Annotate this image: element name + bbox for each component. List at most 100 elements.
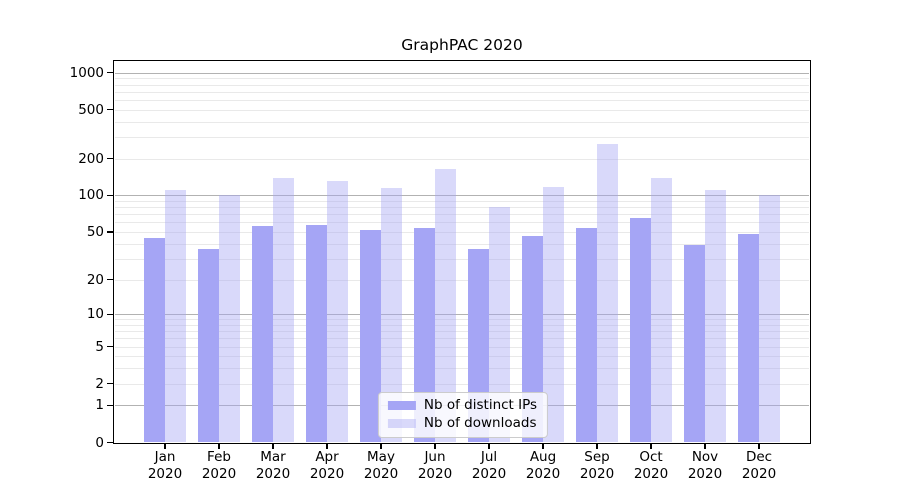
y-tick-mark (107, 71, 113, 74)
minor-gridline (114, 383, 810, 385)
y-tick-label: 500 (78, 101, 104, 118)
minor-gridline (114, 78, 810, 80)
minor-gridline (114, 109, 810, 111)
minor-gridline (114, 99, 810, 101)
y-tick-mark (107, 194, 113, 197)
bar-distinct-ips (738, 234, 759, 443)
minor-gridline (114, 279, 810, 281)
minor-gridline (114, 338, 810, 340)
x-tick-mark (218, 444, 220, 449)
y-tick-mark (107, 157, 113, 160)
bar-downloads (705, 189, 726, 443)
legend-entry-downloads: Nb of downloads (387, 415, 537, 431)
legend-label: Nb of downloads (423, 415, 537, 431)
x-tick-mark (596, 444, 598, 449)
x-tick-label: Jun 2020 (417, 449, 453, 482)
chart-title: GraphPAC 2020 (401, 36, 523, 54)
x-tick-label: Jan 2020 (147, 449, 183, 482)
bar-distinct-ips (306, 225, 327, 443)
y-tick-label: 200 (78, 150, 104, 167)
x-tick-label: Nov 2020 (687, 449, 723, 482)
minor-gridline (114, 331, 810, 333)
major-gridline (114, 314, 810, 316)
x-tick-mark (326, 444, 328, 449)
bar-downloads (273, 177, 294, 443)
bar-downloads (543, 187, 564, 443)
minor-gridline (114, 91, 810, 93)
x-tick-label: Aug 2020 (525, 449, 561, 482)
minor-gridline (114, 258, 810, 260)
y-tick-label: 1000 (69, 64, 104, 81)
x-tick-label: Mar 2020 (255, 449, 291, 482)
bar-downloads (489, 207, 510, 443)
x-tick-mark (164, 444, 166, 449)
minor-gridline (114, 232, 810, 233)
minor-gridline (114, 121, 810, 123)
bar-downloads (651, 177, 672, 443)
bar-distinct-ips (576, 227, 597, 443)
minor-gridline (114, 207, 810, 209)
minor-gridline (114, 136, 810, 138)
y-tick-mark (107, 231, 113, 233)
legend-entry-distinct-ips: Nb of distinct IPs (387, 397, 538, 413)
major-gridline (114, 72, 810, 74)
bar-downloads (435, 169, 456, 443)
x-tick-label: Jul 2020 (471, 449, 507, 482)
y-tick-mark (107, 109, 113, 111)
bar-downloads (165, 190, 186, 443)
x-tick-label: Oct 2020 (633, 449, 669, 482)
major-gridline (114, 195, 810, 197)
bar-downloads (759, 195, 780, 443)
legend-swatch (387, 419, 416, 428)
bar-downloads (327, 181, 348, 443)
x-tick-label: Apr 2020 (309, 449, 345, 482)
y-tick-mark (107, 346, 113, 348)
y-tick-label: 20 (86, 271, 104, 288)
x-tick-mark (272, 444, 274, 449)
x-tick-mark (542, 444, 544, 449)
minor-gridline (114, 158, 810, 160)
y-tick-label: 5 (95, 338, 104, 355)
y-tick-label: 0 (95, 434, 104, 451)
bar-distinct-ips (684, 245, 705, 443)
x-tick-mark (758, 444, 760, 449)
y-tick-mark (107, 278, 113, 281)
x-tick-mark (434, 444, 436, 449)
y-tick-mark (107, 441, 113, 444)
bar-distinct-ips (522, 236, 543, 443)
minor-gridline (114, 214, 810, 216)
legend-label: Nb of distinct IPs (423, 397, 538, 413)
minor-gridline (114, 243, 810, 245)
bar-distinct-ips (252, 226, 273, 443)
bar-distinct-ips (414, 227, 435, 443)
minor-gridline (114, 356, 810, 358)
x-tick-label: Dec 2020 (741, 449, 777, 482)
minor-gridline (114, 324, 810, 326)
y-tick-label: 1 (95, 397, 104, 414)
x-tick-mark (704, 444, 706, 449)
bar-distinct-ips (360, 229, 381, 443)
x-tick-label: Feb 2020 (201, 449, 237, 482)
y-tick-mark (107, 404, 113, 407)
x-tick-mark (650, 444, 652, 449)
bar-distinct-ips (198, 249, 219, 443)
bar-distinct-ips (630, 218, 651, 443)
bar-downloads (597, 143, 618, 443)
x-tick-label: May 2020 (363, 449, 399, 482)
legend: Nb of distinct IPs Nb of downloads (377, 392, 549, 438)
minor-gridline (114, 84, 810, 86)
x-tick-mark (488, 444, 490, 449)
y-tick-label: 2 (95, 375, 104, 392)
y-tick-label: 10 (86, 306, 104, 323)
minor-gridline (114, 346, 810, 348)
minor-gridline (114, 201, 810, 202)
bar-downloads (381, 188, 402, 443)
minor-gridline (114, 319, 810, 321)
x-tick-mark (380, 444, 382, 449)
legend-swatch (387, 401, 416, 410)
y-tick-label: 50 (86, 224, 104, 240)
bar-downloads (219, 195, 240, 443)
bar-distinct-ips (144, 237, 165, 443)
minor-gridline (114, 368, 810, 370)
